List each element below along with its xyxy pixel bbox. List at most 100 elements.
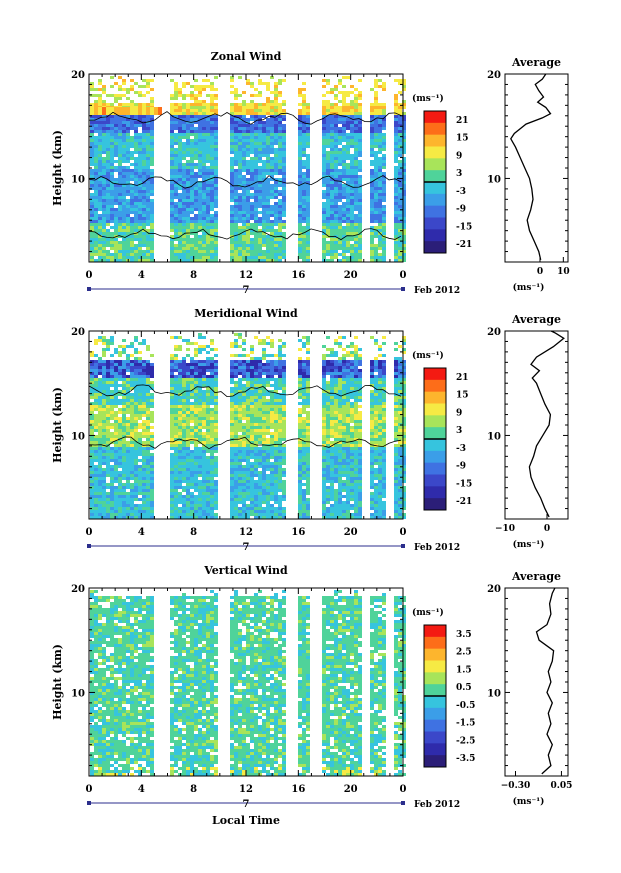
heatmap-cell — [282, 199, 286, 202]
heatmap-cell — [114, 214, 118, 217]
heatmap-cell — [138, 450, 142, 453]
heatmap-cell — [306, 139, 310, 142]
heatmap-cell — [182, 235, 186, 238]
heatmap-cell — [246, 190, 250, 193]
heatmap-cell — [134, 145, 138, 148]
heatmap-cell — [326, 235, 330, 238]
heatmap-cell — [150, 396, 154, 399]
heatmap-cell — [302, 133, 306, 136]
heatmap-cell — [262, 184, 266, 187]
heatmap-cell — [306, 136, 310, 139]
heatmap-cell — [150, 202, 154, 205]
heatmap-cell — [146, 486, 150, 489]
heatmap-cell — [202, 127, 206, 130]
heatmap-cell — [110, 366, 114, 369]
heatmap-cell — [186, 250, 190, 253]
heatmap-cell — [98, 235, 102, 238]
heatmap-cell — [90, 405, 94, 408]
heatmap-cell — [370, 121, 374, 124]
heatmap-cell — [306, 106, 310, 109]
heatmap-cell — [94, 187, 98, 190]
heatmap-cell — [134, 250, 138, 253]
heatmap-cell — [118, 366, 122, 369]
heatmap-cell — [374, 175, 378, 178]
heatmap-cell — [306, 160, 310, 163]
heatmap-cell — [178, 402, 182, 405]
heatmap-cell — [134, 214, 138, 217]
heatmap-cell — [122, 378, 126, 381]
heatmap-cell — [110, 378, 114, 381]
heatmap-cell — [262, 175, 266, 178]
heatmap-cell — [350, 259, 354, 262]
heatmap-cell — [142, 372, 146, 375]
heatmap-cell — [170, 423, 174, 426]
heatmap-cell — [302, 214, 306, 217]
heatmap-cell — [194, 205, 198, 208]
heatmap-cell — [194, 348, 198, 351]
heatmap-cell — [262, 112, 266, 115]
heatmap-cell — [394, 187, 398, 190]
heatmap-cell — [118, 411, 122, 414]
heatmap-cell — [90, 516, 94, 519]
heatmap-cell — [214, 130, 218, 133]
heatmap-cell — [326, 154, 330, 157]
heatmap-cell — [194, 136, 198, 139]
heatmap-cell — [266, 139, 270, 142]
heatmap-cell — [246, 199, 250, 202]
heatmap-cell — [342, 163, 346, 166]
heatmap-cell — [330, 238, 334, 241]
heatmap-cell — [198, 417, 202, 420]
heatmap-cell — [198, 402, 202, 405]
heatmap-cell — [186, 462, 190, 465]
heatmap-cell — [242, 142, 246, 145]
heatmap-cell — [330, 109, 334, 112]
heatmap-cell — [98, 402, 102, 405]
heatmap-cell — [278, 142, 282, 145]
heatmap-cell — [186, 474, 190, 477]
heatmap-cell — [90, 489, 94, 492]
heatmap-cell — [230, 232, 234, 235]
heatmap-cell — [202, 408, 206, 411]
heatmap-cell — [398, 193, 402, 196]
heatmap-cell — [146, 244, 150, 247]
heatmap-cell — [102, 181, 106, 184]
heatmap-cell — [90, 471, 94, 474]
heatmap-cell — [142, 366, 146, 369]
heatmap-cell — [126, 417, 130, 420]
heatmap-cell — [170, 145, 174, 148]
heatmap-cell — [150, 372, 154, 375]
heatmap-cell — [134, 178, 138, 181]
heatmap-cell — [346, 214, 350, 217]
heatmap-cell — [90, 148, 94, 151]
heatmap-cell — [194, 208, 198, 211]
heatmap-cell — [106, 360, 110, 363]
heatmap-cell — [118, 142, 122, 145]
heatmap-cell — [234, 181, 238, 184]
heatmap-cell — [198, 507, 202, 510]
heatmap-cell — [150, 118, 154, 121]
heatmap-cell — [346, 103, 350, 106]
heatmap-cell — [134, 357, 138, 360]
heatmap-cell — [122, 351, 126, 354]
heatmap-cell — [258, 160, 262, 163]
heatmap-cell — [130, 217, 134, 220]
heatmap-cell — [174, 211, 178, 214]
heatmap-cell — [110, 238, 114, 241]
heatmap-cell — [150, 402, 154, 405]
heatmap-cell — [278, 193, 282, 196]
heatmap-cell — [146, 130, 150, 133]
heatmap-cell — [198, 345, 202, 348]
heatmap-cell — [202, 435, 206, 438]
heatmap-cell — [342, 160, 346, 163]
heatmap-cell — [350, 190, 354, 193]
heatmap-cell — [186, 190, 190, 193]
heatmap-cell — [126, 148, 130, 151]
heatmap-cell — [106, 130, 110, 133]
heatmap-cell — [98, 444, 102, 447]
heatmap-cell — [122, 498, 126, 501]
heatmap-cell — [242, 190, 246, 193]
heatmap-cell — [182, 229, 186, 232]
heatmap-cell — [358, 211, 362, 214]
heatmap-cell — [150, 462, 154, 465]
